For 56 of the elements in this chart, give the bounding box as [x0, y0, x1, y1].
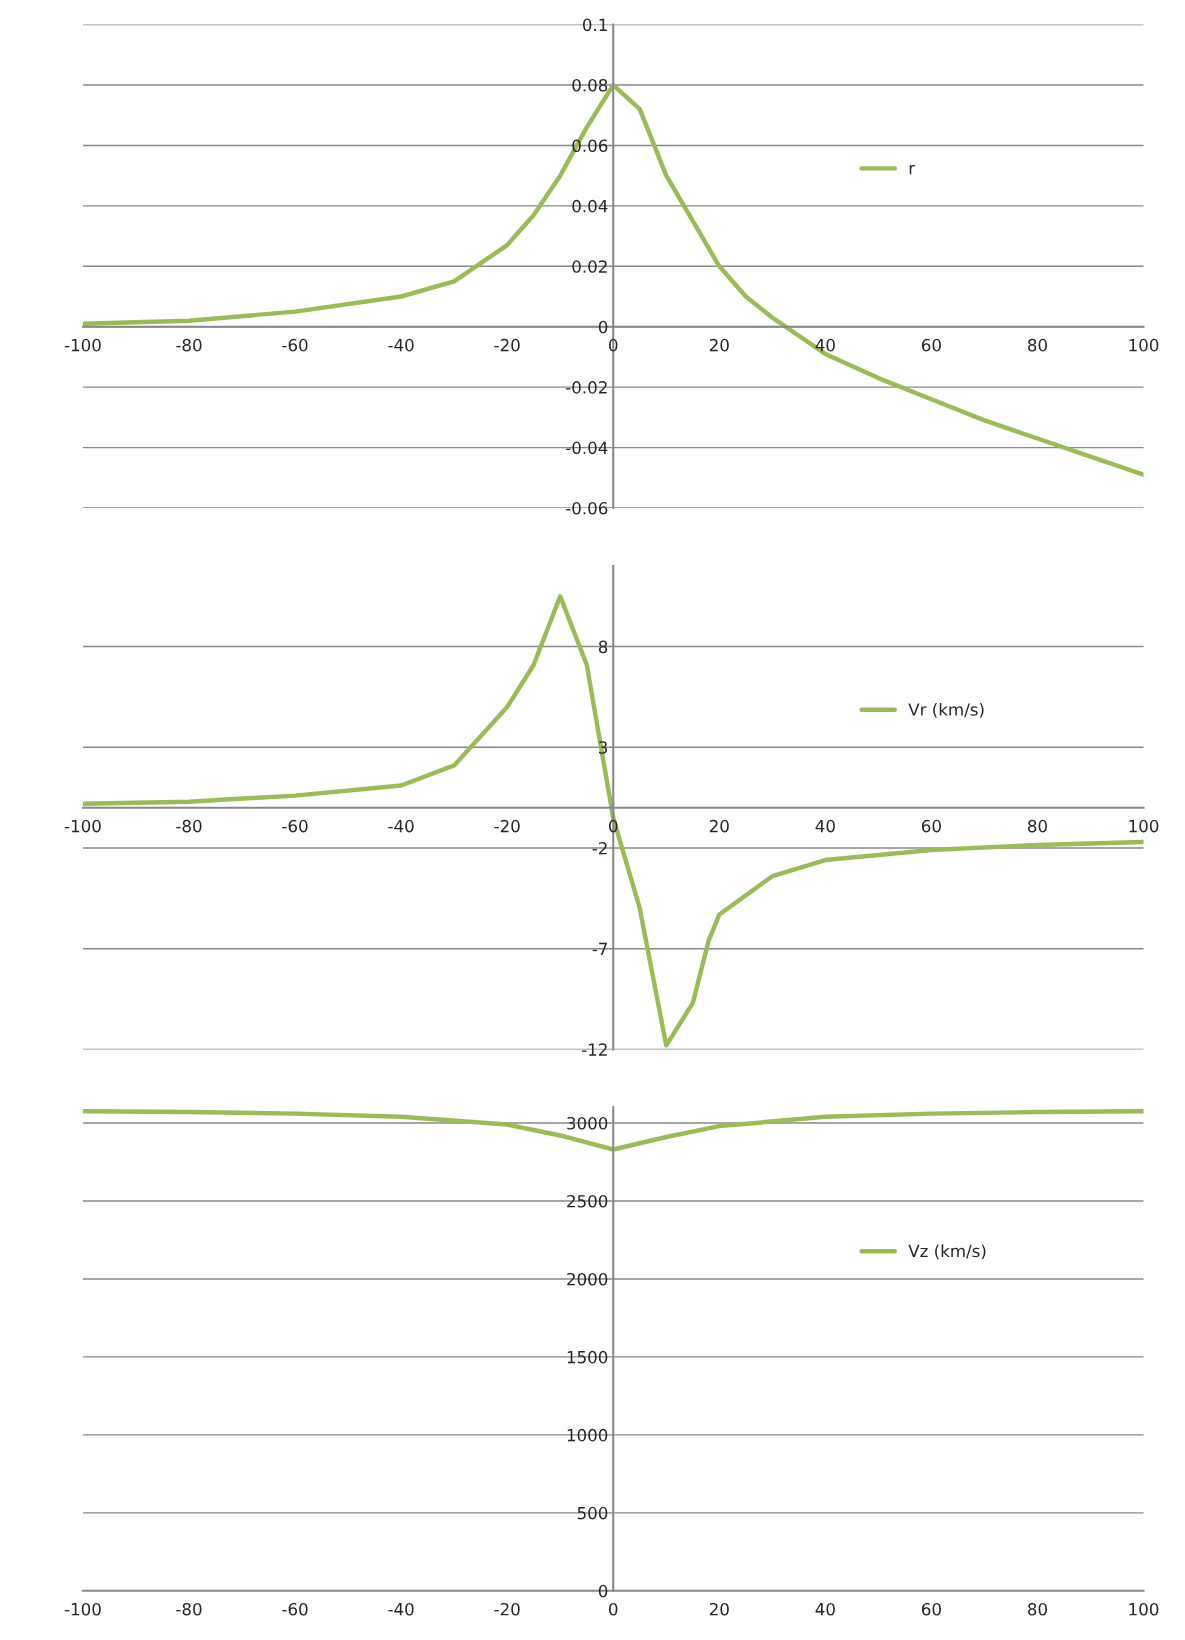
- y-tick-label: -12: [581, 1043, 607, 1056]
- x-tick-label: -20: [494, 1602, 520, 1616]
- x-tick-label: 60: [921, 1602, 941, 1616]
- x-tick-label: 20: [709, 338, 729, 352]
- y-tick-label: 0: [598, 1584, 608, 1598]
- x-tick-label: -20: [494, 819, 520, 833]
- x-tick-label: 0: [609, 1602, 618, 1616]
- y-tick-label: -0.04: [566, 441, 608, 455]
- x-tick-label: -40: [388, 338, 414, 352]
- x-tick-label: 80: [1027, 338, 1047, 352]
- y-tick-label: 2000: [567, 1272, 608, 1286]
- x-tick-label: 80: [1027, 1602, 1047, 1616]
- x-tick-label: 100: [1129, 338, 1159, 352]
- y-tick-label: 0.1: [582, 18, 607, 32]
- legend-label: Vr (km/s): [908, 702, 984, 718]
- y-tick-label: 3000: [567, 1116, 608, 1130]
- y-tick-label: 8: [598, 640, 608, 654]
- x-tick-label: 60: [921, 338, 941, 352]
- x-tick-label: 40: [815, 1602, 835, 1616]
- x-tick-label: -100: [64, 338, 101, 352]
- x-tick-label: -100: [64, 1602, 101, 1616]
- y-tick-label: -7: [592, 942, 607, 956]
- y-tick-label: 1000: [567, 1428, 608, 1442]
- x-tick-label: 0: [609, 338, 618, 352]
- legend-label: Vz (km/s): [908, 1244, 986, 1260]
- x-tick-label: 100: [1129, 819, 1159, 833]
- x-tick-label: 40: [815, 819, 835, 833]
- x-tick-label: -40: [388, 819, 414, 833]
- y-tick-label: 1500: [567, 1350, 608, 1364]
- x-tick-label: -60: [282, 819, 308, 833]
- x-tick-label: 20: [709, 1602, 729, 1616]
- y-tick-label: -2: [592, 841, 607, 855]
- y-tick-label: 0.08: [572, 78, 608, 92]
- x-tick-label: -80: [176, 1602, 202, 1616]
- y-tick-label: 3: [599, 741, 608, 754]
- x-tick-label: -60: [282, 338, 308, 352]
- x-tick-label: 60: [921, 819, 941, 833]
- line-series: [82, 1109, 1144, 1152]
- x-tick-label: 80: [1027, 819, 1047, 833]
- y-tick-label: 500: [577, 1506, 608, 1520]
- y-tick-label: 2500: [567, 1194, 608, 1208]
- legend-label: r: [909, 164, 916, 175]
- y-tick-label: -0.02: [566, 381, 607, 394]
- x-tick-label: -40: [388, 1602, 414, 1616]
- x-tick-label: -80: [176, 338, 202, 352]
- y-tick-label: 0: [598, 320, 608, 334]
- x-tick-label: 100: [1129, 1602, 1159, 1616]
- x-tick-label: -80: [176, 819, 202, 833]
- x-tick-label: -20: [494, 338, 520, 352]
- y-tick-label: -0.06: [566, 501, 608, 515]
- y-tick-label: 0.02: [572, 260, 607, 273]
- x-tick-label: -60: [282, 1602, 308, 1616]
- y-tick-label: 0.04: [572, 199, 608, 213]
- x-tick-label: -100: [64, 819, 101, 833]
- x-tick-label: 20: [709, 819, 729, 833]
- x-tick-label: 40: [815, 338, 835, 352]
